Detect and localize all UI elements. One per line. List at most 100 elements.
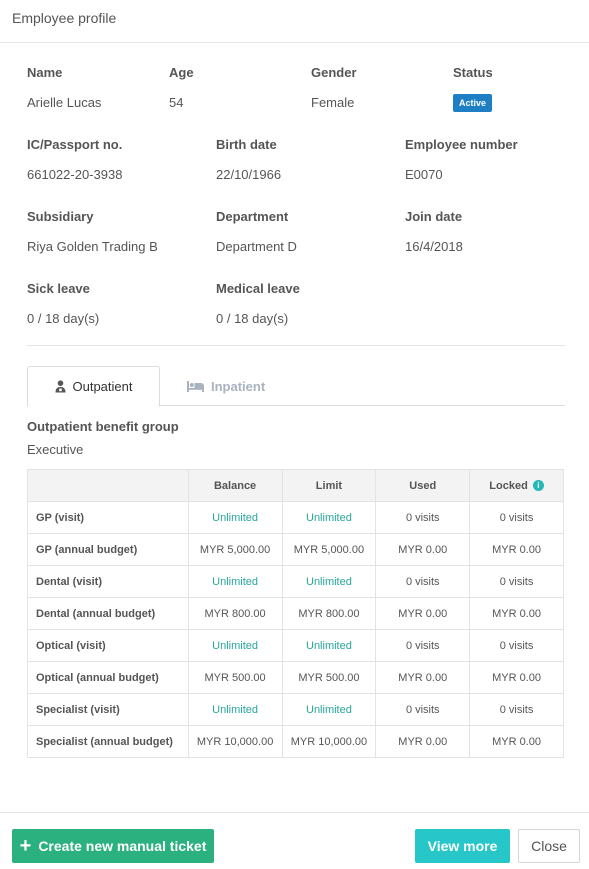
cell-balance: Unlimited [187, 565, 283, 598]
cell-balance: MYR 10,000.00 [187, 725, 283, 758]
employee-number-label: Employee number [405, 137, 518, 152]
tab-inpatient[interactable]: Inpatient [187, 366, 265, 406]
tab-inpatient-label: Inpatient [211, 378, 266, 394]
cell-locked: 0 visits [469, 693, 564, 726]
ic-passport-label: IC/Passport no. [27, 137, 123, 152]
modal-body: Name Arielle Lucas Age 54 Gender Female … [0, 65, 589, 758]
cell-locked: MYR 0.00 [469, 661, 564, 694]
subsidiary-value: Riya Golden Trading B [27, 239, 158, 254]
name-label: Name [27, 65, 63, 80]
create-manual-ticket-button[interactable]: + Create new manual ticket [12, 829, 214, 863]
benefit-group-title: Outpatient benefit group [27, 419, 179, 434]
cell-used: 0 visits [375, 565, 471, 598]
name-value: Arielle Lucas [27, 95, 102, 110]
subsidiary-field: Subsidiary Riya Golden Trading B [27, 209, 158, 255]
department-field: Department Department D [216, 209, 297, 255]
cell-locked: 0 visits [469, 565, 564, 598]
status-badge: Active [453, 94, 493, 112]
info-row-4: Sick leave 0 / 18 day(s) Medical leave 0… [27, 281, 565, 345]
cell-limit: Unlimited [281, 565, 377, 598]
cell-balance: MYR 500.00 [187, 661, 283, 694]
table-row: Optical (visit) Unlimited Unlimited 0 vi… [27, 629, 564, 662]
benefit-group-value: Executive [27, 442, 84, 457]
cell-locked: 0 visits [469, 629, 564, 662]
department-label: Department [216, 209, 289, 224]
cell-limit: Unlimited [281, 629, 377, 662]
info-row-1: Name Arielle Lucas Age 54 Gender Female … [27, 65, 565, 137]
cell-balance: Unlimited [187, 501, 283, 534]
plus-icon: + [19, 835, 32, 857]
employee-number-field: Employee number E0070 [405, 137, 518, 183]
gender-value: Female [311, 95, 355, 110]
tab-outpatient[interactable]: Outpatient [27, 366, 160, 407]
ic-passport-field: IC/Passport no. 661022-20-3938 [27, 137, 122, 183]
cell-locked: 0 visits [469, 501, 564, 534]
cell-limit: MYR 500.00 [281, 661, 377, 694]
table-row: GP (visit) Unlimited Unlimited 0 visits … [27, 501, 564, 534]
cell-used: 0 visits [375, 501, 471, 534]
row-name: GP (visit) [27, 501, 189, 534]
column-header-empty [27, 469, 189, 502]
cell-balance: Unlimited [187, 693, 283, 726]
row-name: Dental (annual budget) [27, 597, 189, 630]
birth-date-value: 22/10/1966 [216, 167, 282, 182]
ic-passport-value: 661022-20-3938 [27, 167, 123, 182]
table-row: Specialist (annual budget) MYR 10,000.00… [27, 725, 564, 758]
gender-field: Gender Female [311, 65, 357, 111]
subsidiary-label: Subsidiary [27, 209, 94, 224]
info-row-3: Subsidiary Riya Golden Trading B Departm… [27, 209, 565, 281]
cell-used: MYR 0.00 [375, 533, 471, 566]
age-label: Age [169, 65, 194, 80]
bed-icon [187, 380, 204, 392]
table-row: Optical (annual budget) MYR 500.00 MYR 5… [27, 661, 564, 694]
table-row: Dental (visit) Unlimited Unlimited 0 vis… [27, 565, 564, 598]
row-name: Dental (visit) [27, 565, 189, 598]
cell-locked: MYR 0.00 [469, 725, 564, 758]
close-button[interactable]: Close [518, 829, 580, 863]
cell-balance: Unlimited [187, 629, 283, 662]
modal-title: Employee profile [12, 10, 117, 26]
info-icon[interactable]: i [532, 480, 544, 492]
column-header-used: Used [375, 469, 471, 502]
medical-leave-value: 0 / 18 day(s) [216, 311, 289, 326]
cell-limit: MYR 10,000.00 [281, 725, 377, 758]
gender-label: Gender [311, 65, 357, 80]
cell-used: 0 visits [375, 693, 471, 726]
column-header-limit: Limit [281, 469, 377, 502]
age-value: 54 [169, 95, 184, 110]
table-header-row: Balance Limit Used Locked i [27, 469, 564, 502]
benefit-table: Balance Limit Used Locked i GP (visit) U… [27, 469, 564, 758]
cell-balance: MYR 5,000.00 [187, 533, 283, 566]
cell-limit: Unlimited [281, 501, 377, 534]
sick-leave-value: 0 / 18 day(s) [27, 311, 100, 326]
medical-leave-field: Medical leave 0 / 18 day(s) [216, 281, 300, 327]
sick-leave-label: Sick leave [27, 281, 90, 296]
status-field: Status Active [453, 65, 493, 112]
status-label: Status [453, 65, 493, 80]
name-field: Name Arielle Lucas [27, 65, 101, 111]
row-name: Specialist (visit) [27, 693, 189, 726]
cell-balance: MYR 800.00 [187, 597, 283, 630]
cell-locked: MYR 0.00 [469, 597, 564, 630]
modal-footer: + Create new manual ticket View more Clo… [0, 812, 589, 869]
cell-limit: MYR 5,000.00 [281, 533, 377, 566]
table-row: Specialist (visit) Unlimited Unlimited 0… [27, 693, 564, 726]
join-date-value: 16/4/2018 [405, 239, 463, 254]
cell-used: MYR 0.00 [375, 597, 471, 630]
department-value: Department D [216, 239, 297, 254]
column-header-locked: Locked i [469, 469, 564, 502]
cell-limit: Unlimited [281, 693, 377, 726]
view-more-button[interactable]: View more [415, 829, 510, 863]
cell-limit: MYR 800.00 [281, 597, 377, 630]
tab-outpatient-label: Outpatient [72, 379, 133, 394]
info-row-2: IC/Passport no. 661022-20-3938 Birth dat… [27, 137, 565, 209]
join-date-field: Join date 16/4/2018 [405, 209, 463, 255]
create-manual-ticket-label: Create new manual ticket [38, 838, 207, 854]
table-row: Dental (annual budget) MYR 800.00 MYR 80… [27, 597, 564, 630]
row-name: Optical (annual budget) [27, 661, 189, 694]
age-field: Age 54 [169, 65, 194, 111]
table-row: GP (annual budget) MYR 5,000.00 MYR 5,00… [27, 533, 564, 566]
cell-used: MYR 0.00 [375, 725, 471, 758]
cell-used: 0 visits [375, 629, 471, 662]
